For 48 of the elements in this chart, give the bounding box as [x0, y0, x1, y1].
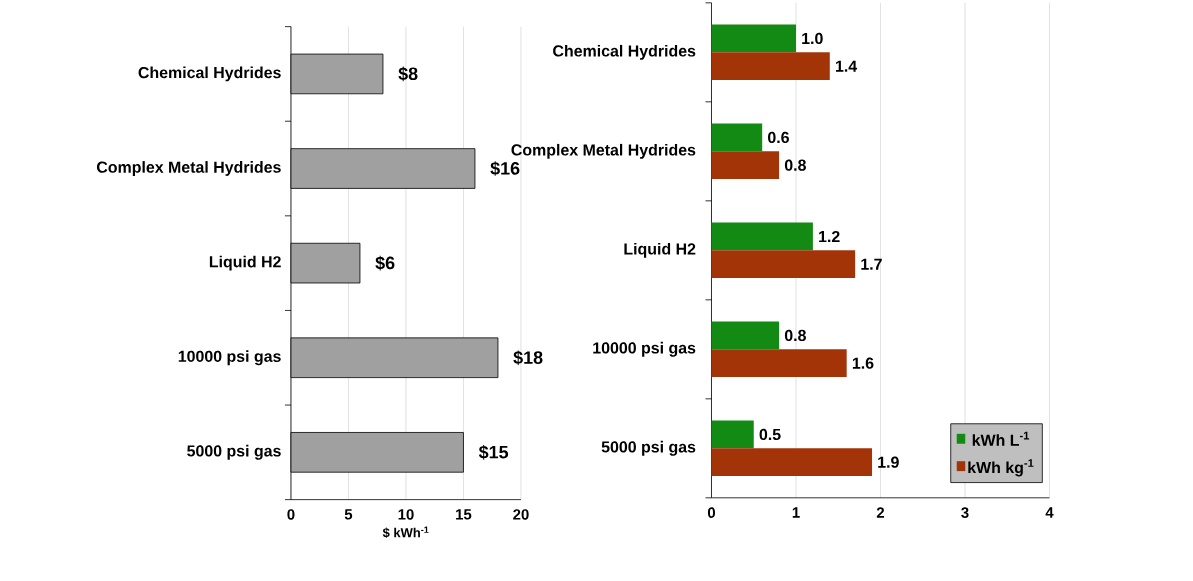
- y-tick-label: 10000 psi gas: [593, 341, 696, 357]
- bar: [711, 448, 873, 477]
- y-tick-label: Complex Metal Hydrides: [96, 161, 281, 176]
- x-tick-label: 20: [513, 509, 529, 520]
- legend-label: kWh kg$^{-1}$: [968, 459, 1034, 477]
- bar: [711, 250, 856, 279]
- data-label: 1.4: [835, 60, 858, 72]
- bar: [711, 349, 847, 378]
- x-tick-label: 4: [1045, 507, 1054, 518]
- data-label: 1.7: [861, 258, 882, 270]
- x-tick-label: 5: [344, 509, 353, 520]
- bar: [711, 52, 830, 81]
- data-label: $6: [375, 255, 395, 271]
- bar: [711, 24, 796, 53]
- x-axis-title: $ kWh$^{-1}$: [382, 526, 429, 539]
- x-tick-label: 15: [456, 509, 472, 520]
- bar: [711, 321, 780, 350]
- y-tick-label: 5000 psi gas: [187, 444, 281, 460]
- data-label: 1.9: [878, 456, 899, 468]
- y-tick-label: 5000 psi gas: [601, 440, 696, 456]
- x-tick-label: 0: [707, 507, 716, 518]
- x-tick-label: 2: [876, 507, 885, 518]
- x-tick-label: 0: [287, 509, 295, 520]
- data-label: $16: [490, 161, 520, 176]
- bar: [711, 420, 754, 449]
- y-tick-label: Liquid H2: [209, 255, 281, 271]
- y-tick-label: Liquid H2: [624, 242, 696, 258]
- y-tick-label: Complex Metal Hydrides: [511, 143, 696, 159]
- legend-label: kWh L$^{-1}$: [972, 431, 1030, 446]
- data-label: 1.0: [802, 32, 823, 45]
- data-label: 1.6: [852, 357, 874, 369]
- y-tick-label: Chemical Hydrides: [138, 66, 281, 82]
- data-label: 1.2: [819, 230, 840, 243]
- x-tick-label: 1: [792, 507, 800, 518]
- bar: [711, 151, 780, 180]
- data-label: 0.6: [768, 131, 789, 144]
- data-label: 0.8: [784, 159, 806, 171]
- data-label: $18: [513, 350, 543, 366]
- x-tick-label: 10: [398, 509, 414, 520]
- y-tick-label: Chemical Hydrides: [553, 44, 696, 60]
- y-tick-label: 10000 psi gas: [178, 350, 281, 366]
- data-label: 0.5: [759, 428, 781, 441]
- data-label: $8: [398, 66, 418, 82]
- bar: [711, 222, 813, 251]
- data-label: $15: [478, 445, 509, 460]
- data-label: 0.8: [784, 329, 806, 342]
- x-tick-label: 3: [961, 507, 969, 518]
- bar: [711, 123, 763, 152]
